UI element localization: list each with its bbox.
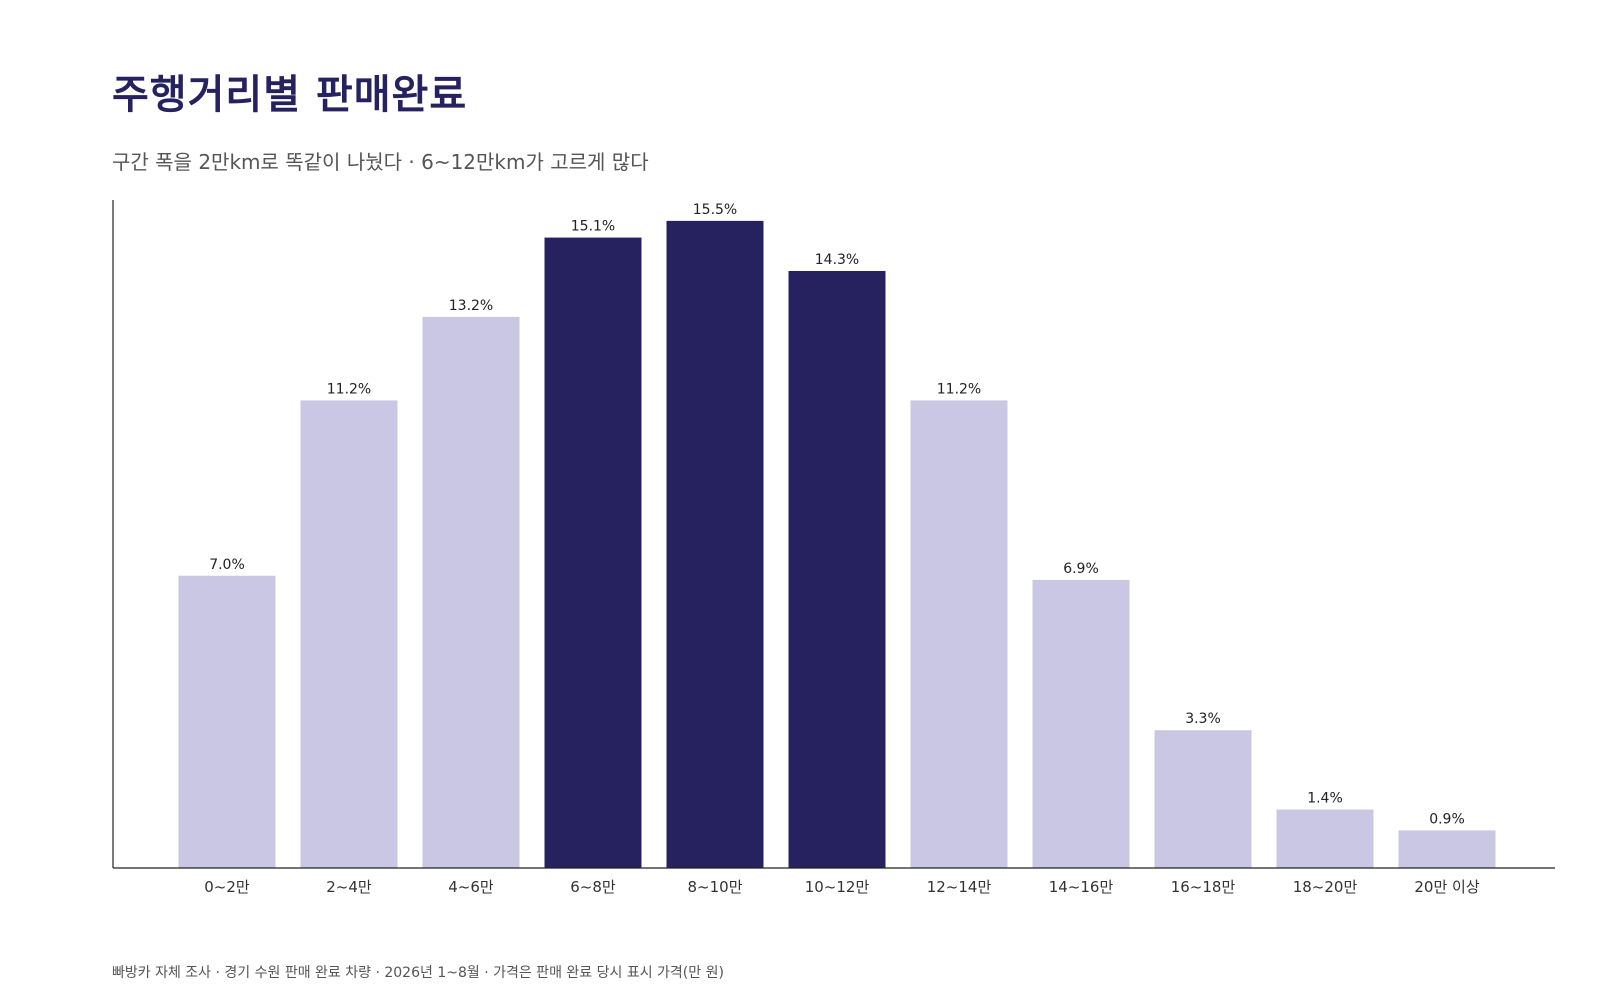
value-label-7: 6.9%: [1063, 561, 1099, 577]
value-label-0: 7.0%: [209, 557, 245, 573]
bar-9: [1276, 809, 1374, 868]
bar-1: [300, 400, 398, 868]
chart-title: 주행거리별 판매완료: [112, 72, 468, 118]
value-label-1: 11.2%: [327, 381, 371, 397]
value-label-3: 15.1%: [571, 219, 615, 235]
bar-0: [178, 575, 276, 868]
x-tick-label-3: 6~8만: [570, 878, 616, 896]
bar-4: [666, 220, 764, 868]
x-tick-labels-layer: 0~2만 2~4만 4~6만 6~8만 8~10만 10~12만 12~14만 14~16만 1…: [204, 878, 1480, 896]
x-tick-label-9: 18~20만: [1293, 878, 1358, 896]
bar-3: [544, 237, 642, 868]
x-tick-label-5: 10~12만: [805, 878, 870, 896]
x-tick-label-7: 14~16만: [1049, 878, 1114, 896]
source-note: 빠방카 자체 조사 · 경기 수원 판매 완료 차량 · 2026년 1~8월 …: [112, 965, 724, 981]
x-tick-label-10: 20만 이상: [1414, 878, 1479, 896]
value-label-2: 13.2%: [449, 298, 493, 314]
chart-subtitle: 구간 폭을 2만km로 똑같이 나눴다 · 6~12만km가 고르게 많다: [112, 150, 649, 174]
value-labels-layer: 7.0% 11.2% 13.2% 15.1% 15.5% 14.3% 11.2% 6.9% 3.…: [209, 202, 1465, 828]
x-tick-label-1: 2~4만: [326, 878, 372, 896]
x-tick-label-2: 4~6만: [448, 878, 494, 896]
x-tick-label-6: 12~14만: [927, 878, 992, 896]
value-label-5: 14.3%: [815, 252, 859, 268]
value-label-10: 0.9%: [1429, 811, 1465, 827]
value-label-6: 11.2%: [937, 381, 981, 397]
bar-2: [422, 316, 520, 868]
bar-6: [910, 400, 1008, 868]
x-tick-label-0: 0~2만: [204, 878, 250, 896]
bar-5: [788, 270, 886, 869]
x-tick-label-4: 8~10만: [688, 878, 743, 896]
bar-10: [1398, 830, 1496, 868]
value-label-9: 1.4%: [1307, 791, 1343, 807]
bar-8: [1154, 730, 1252, 868]
bar-7: [1032, 579, 1130, 868]
bars-layer: [178, 220, 1496, 869]
x-tick-label-8: 16~18만: [1171, 878, 1236, 896]
value-label-8: 3.3%: [1185, 711, 1221, 727]
value-label-4: 15.5%: [693, 202, 737, 218]
